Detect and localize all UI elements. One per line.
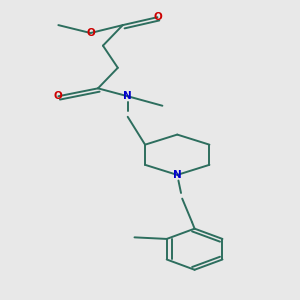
Text: O: O <box>153 12 162 22</box>
Text: O: O <box>86 28 95 38</box>
Text: N: N <box>173 170 182 180</box>
Text: N: N <box>123 91 132 101</box>
Text: O: O <box>54 91 63 101</box>
